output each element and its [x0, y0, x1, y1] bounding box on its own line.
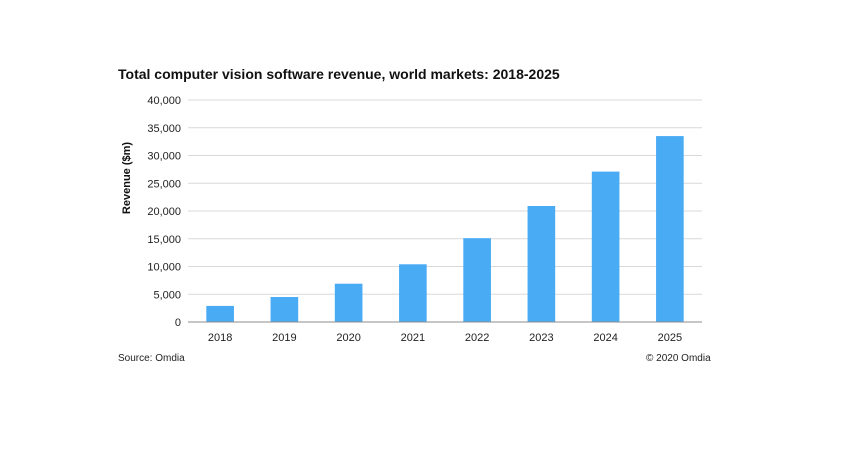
x-tick-label: 2024	[593, 332, 617, 344]
y-tick-label: 40,000	[147, 95, 181, 107]
x-tick-label: 2025	[658, 332, 682, 344]
x-axis-ticks: 2018 2019 2020 2021 2022 2023 2024 2025	[208, 332, 682, 344]
y-tick-label: 25,000	[147, 178, 181, 190]
bar-2025	[656, 136, 684, 322]
bar-2018	[206, 305, 234, 322]
y-tick-label: 30,000	[147, 151, 181, 163]
x-tick-label: 2018	[208, 332, 232, 344]
x-tick-label: 2023	[529, 332, 553, 344]
x-tick-label: 2022	[465, 332, 489, 344]
y-tick-label: 0	[175, 317, 181, 329]
bar-2022	[463, 238, 491, 322]
source-note: Source: Omdia	[118, 353, 185, 364]
y-tick-label: 35,000	[147, 123, 181, 135]
gridlines	[188, 99, 702, 295]
bar-2024	[591, 171, 620, 322]
y-axis-label: Revenue ($m)	[121, 142, 133, 214]
y-tick-label: 10,000	[147, 262, 181, 274]
x-tick-label: 2020	[336, 332, 360, 344]
bar-2023	[527, 206, 556, 322]
copyright-note: © 2020 Omdia	[646, 353, 711, 364]
bar-2019	[270, 297, 299, 322]
y-tick-label: 15,000	[147, 234, 181, 246]
x-tick-label: 2021	[401, 332, 425, 344]
y-axis-ticks: 0 5,000 10,000 15,000 20,000 25,000 30,000 35,0…	[147, 95, 181, 329]
x-tick-label: 2019	[272, 332, 296, 344]
chart-title: Total computer vision software revenue, …	[118, 66, 560, 82]
y-tick-label: 20,000	[147, 206, 181, 218]
bars	[206, 136, 684, 322]
y-tick-label: 5,000	[153, 289, 181, 301]
bar-2021	[399, 264, 427, 322]
bar-2020	[334, 283, 363, 322]
